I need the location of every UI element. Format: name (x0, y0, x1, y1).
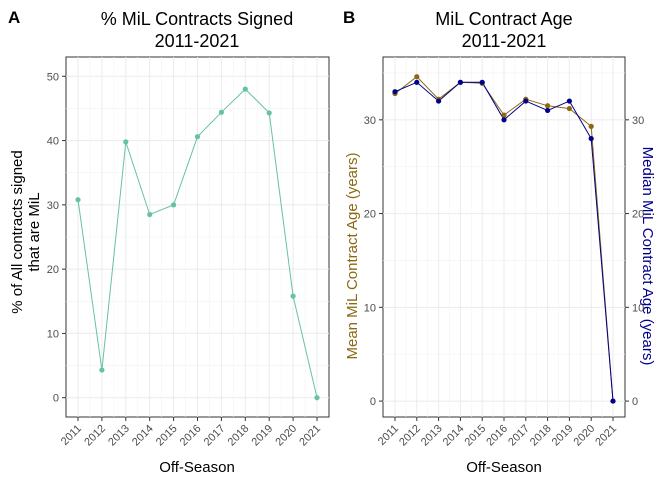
panel-b-xtick-label: 2013 (419, 423, 445, 449)
panel-b-series-1-point (436, 98, 442, 104)
panel-b-subtitle: 2011-2021 (462, 31, 547, 51)
panel-a-ytick-label: 30 (47, 200, 59, 212)
panel-b-series-1-point (566, 98, 573, 104)
panel-b-series-0-point (545, 103, 551, 109)
panel-a-ylabel-line2: that are MiL (26, 192, 43, 271)
panel-a-xtick-label: 2011 (59, 423, 84, 448)
panel-b-xtick-label: 2014 (441, 423, 467, 449)
panel-b-ytick-label: 20 (364, 209, 376, 221)
panel-a-ytick-label: 40 (47, 136, 59, 148)
panel-a-subtitle: 2011-2021 (155, 31, 240, 51)
panel-b-ytick-label: 10 (364, 302, 376, 314)
panel-a-ytick-label: 0 (53, 393, 59, 405)
panel-b-ytick-label-right: 30 (632, 115, 644, 127)
panel-tag-a: A (8, 8, 20, 27)
panel-b-ytick-label-right: 20 (632, 209, 644, 221)
panel-b-series-0-point (501, 112, 507, 118)
panel-b-xlabel: Off-Season (466, 459, 542, 476)
panel-a-series-0-point (266, 110, 272, 116)
panel-b-series-0-point (588, 123, 594, 129)
panel-a-series-0-point (242, 86, 248, 92)
panel-a-series-0-point (99, 367, 105, 373)
panel-a: A % MiL Contracts Signed 2011-2021 % of … (8, 8, 330, 476)
panel-b-ytick-label: 30 (364, 115, 376, 127)
panel-a-xtick-label: 2021 (297, 423, 323, 449)
panel-a-series-0-point (314, 395, 320, 401)
panel-a-xlabel: Off-Season (159, 459, 235, 476)
panel-a-series (75, 86, 320, 401)
panel-a-series-0-point (147, 211, 153, 218)
panel-b-xtick-label: 2012 (397, 423, 423, 449)
panel-b-series-1-point (523, 98, 529, 104)
panel-a-xtick-label: 2020 (273, 423, 299, 449)
panel-b-xtick-label: 2020 (572, 423, 598, 449)
panel-a-xtick-label: 2017 (202, 423, 228, 449)
panel-b-series-1-point (501, 117, 507, 123)
panel-b-series-1-point (588, 135, 594, 142)
panel-b-xtick-label: 2017 (506, 423, 532, 449)
panel-a-series-0-point (171, 202, 177, 208)
panel-a-ytick-label: 10 (47, 328, 59, 340)
panel-b-ylabel-right: Median MiL Contract Age (years) (639, 147, 656, 366)
panel-b-xtick-label: 2019 (550, 423, 576, 449)
panel-b-series-0-point (566, 105, 573, 112)
panel-a-ytick-label: 50 (47, 71, 59, 83)
panel-b-series-0-point (414, 74, 420, 80)
panel-b-series-1-point (392, 89, 398, 95)
panel-a-series-0-point (75, 197, 81, 203)
panel-b-ytick-label: 0 (370, 396, 376, 408)
panel-a-series-0-point (290, 293, 296, 299)
panel-a-ytick-label: 20 (47, 264, 59, 276)
panel-a-xtick-label: 2019 (250, 423, 276, 449)
panel-a-grid (66, 57, 329, 417)
panel-b-ytick-label-right: 10 (632, 302, 644, 314)
panel-a-xtick-label: 2013 (106, 423, 132, 449)
panel-b-series-1-point (479, 79, 485, 85)
panel-b-xtick-label: 2016 (484, 423, 510, 449)
panel-b-series-1-point (414, 79, 420, 85)
panel-b-ytick-label-right: 0 (632, 396, 638, 408)
panel-b-ylabel-left: Mean MiL Contract Age (years) (344, 152, 361, 359)
panel-b-xtick-label: 2011 (376, 423, 401, 448)
panel-b-series-1-point (610, 398, 616, 404)
panel-a-xtick-label: 2016 (178, 423, 204, 449)
panel-a-title: % MiL Contracts Signed (101, 9, 293, 29)
panel-a-xtick-label: 2015 (154, 423, 180, 449)
panel-a-ylabel-line1: % of All contracts signed (9, 150, 26, 313)
panel-b-xtick-label: 2018 (528, 423, 554, 449)
panel-a-xtick-label: 2014 (130, 423, 156, 449)
panel-a-xtick-label: 2012 (82, 423, 108, 449)
panel-tag-b: B (343, 8, 355, 27)
panel-b-title: MiL Contract Age (435, 9, 572, 29)
panel-a-series-0-point (218, 109, 224, 115)
panel-a-series-0-point (194, 134, 201, 140)
panel-b-xtick-label: 2021 (593, 423, 619, 449)
panel-a-series-0-point (123, 139, 129, 145)
panel-b: B MiL Contract Age 2011-2021 Mean MiL Co… (343, 8, 656, 476)
panel-b-series (392, 74, 616, 404)
panel-b-xtick-label: 2015 (463, 423, 489, 449)
panel-b-series-1-point (457, 79, 463, 85)
panel-b-series-1-point (545, 107, 551, 114)
panel-b-ticks-right: 0 10 20 30 (625, 115, 644, 408)
panel-a-xtick-label: 2018 (226, 423, 252, 449)
panel-b-grid (383, 57, 625, 417)
